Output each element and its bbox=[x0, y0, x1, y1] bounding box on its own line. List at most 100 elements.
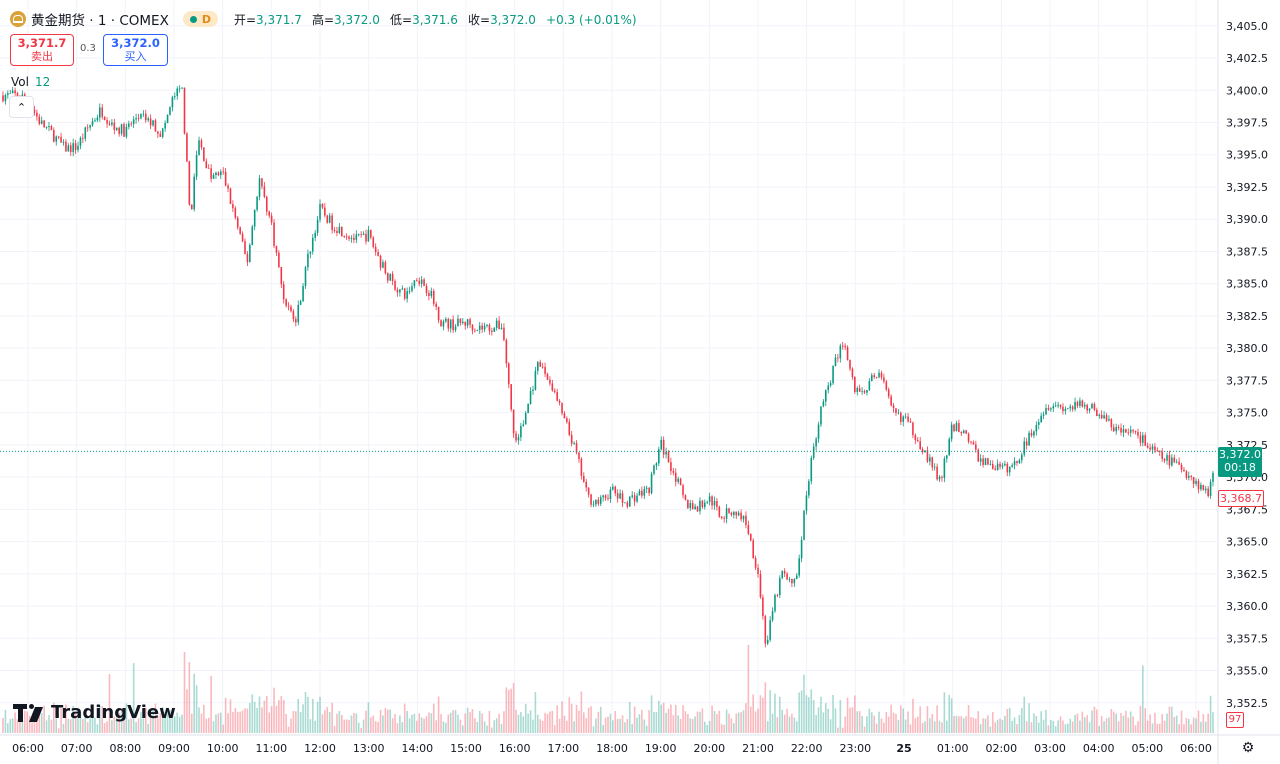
candle-body bbox=[566, 418, 568, 423]
candle-body bbox=[396, 289, 399, 293]
volume-bar bbox=[597, 711, 600, 733]
candle-body bbox=[515, 433, 517, 441]
tradingview-logo-text: TradingView bbox=[51, 702, 176, 723]
candle-body bbox=[1139, 435, 1142, 443]
volume-bar bbox=[563, 715, 566, 733]
volume-bar bbox=[130, 718, 133, 733]
volume-bar bbox=[1001, 719, 1004, 733]
candle-body bbox=[950, 424, 953, 440]
candle-body bbox=[178, 88, 181, 90]
candle-body bbox=[645, 487, 648, 489]
y-tick-label: 3,400.0 bbox=[1226, 84, 1268, 97]
candle-body bbox=[1047, 408, 1050, 410]
volume-bar bbox=[217, 713, 220, 733]
candle-body bbox=[691, 503, 694, 510]
candle-body bbox=[2, 95, 4, 102]
candle-body bbox=[50, 126, 53, 131]
candle-body bbox=[624, 502, 626, 504]
volume-bar bbox=[914, 718, 917, 733]
candle-body bbox=[200, 140, 203, 148]
volume-bar bbox=[793, 717, 796, 733]
candle-body bbox=[829, 383, 832, 386]
volume-bar bbox=[459, 719, 462, 733]
candle-body bbox=[140, 114, 142, 119]
candle-body bbox=[585, 481, 588, 488]
candle-body bbox=[1192, 476, 1195, 484]
volume-bar bbox=[1202, 713, 1205, 733]
volume-legend[interactable]: Vol 12 bbox=[11, 75, 50, 89]
y-tick-label: 3,385.0 bbox=[1226, 278, 1268, 291]
symbol-title[interactable]: 黄金期货 · 1 · COMEX bbox=[31, 13, 169, 29]
candle-body bbox=[1064, 408, 1067, 412]
candle-body bbox=[970, 441, 972, 443]
volume-bar bbox=[77, 718, 79, 733]
volume-bar bbox=[1096, 709, 1098, 733]
candle-body bbox=[933, 466, 936, 468]
candle-body bbox=[53, 130, 55, 142]
collapse-button[interactable]: ⌃ bbox=[9, 96, 34, 118]
volume-bar bbox=[1112, 711, 1115, 733]
volume-bar bbox=[936, 705, 938, 733]
candle-body bbox=[696, 506, 699, 512]
volume-bar bbox=[408, 718, 411, 733]
volume-bar bbox=[96, 724, 99, 733]
volume-bar bbox=[607, 716, 609, 733]
volume-bar bbox=[48, 715, 50, 733]
candle-body bbox=[159, 133, 162, 137]
volume-bar bbox=[495, 718, 498, 733]
volume-bar bbox=[311, 698, 314, 733]
sell-price: 3,371.7 bbox=[17, 36, 67, 50]
volume-bar bbox=[115, 717, 118, 733]
candle-body bbox=[224, 171, 227, 186]
candle-body bbox=[203, 147, 205, 162]
volume-bar bbox=[120, 711, 123, 733]
candle-body bbox=[466, 319, 469, 326]
volume-bar bbox=[624, 722, 626, 733]
y-tick-label: 3,365.0 bbox=[1226, 536, 1268, 549]
candle-body bbox=[885, 381, 888, 390]
candle-body bbox=[701, 500, 704, 508]
volume-bar bbox=[251, 694, 254, 733]
market-status-badge[interactable]: D bbox=[182, 11, 218, 27]
candle-body bbox=[198, 140, 200, 156]
candle-body bbox=[374, 246, 377, 252]
volume-bar bbox=[844, 716, 846, 733]
tradingview-logo[interactable]: TradingView bbox=[13, 702, 176, 723]
volume-bar bbox=[655, 712, 658, 733]
candle-body bbox=[839, 345, 842, 359]
candle-body bbox=[132, 119, 135, 125]
candle-body bbox=[222, 171, 225, 173]
candle-body bbox=[638, 490, 641, 496]
volume-bar bbox=[962, 718, 965, 733]
candle-body bbox=[723, 518, 725, 519]
candle-body bbox=[590, 494, 592, 505]
candle-body bbox=[171, 96, 174, 108]
volume-bar bbox=[820, 696, 822, 733]
volume-bar bbox=[1185, 717, 1188, 733]
candle-body bbox=[307, 253, 309, 268]
candle-body bbox=[452, 319, 454, 331]
bar-countdown: 00:18 bbox=[1224, 461, 1256, 474]
volume-bar bbox=[1166, 713, 1168, 733]
buy-button[interactable]: 3,372.0 买入 bbox=[103, 34, 168, 66]
volume-bar bbox=[1110, 709, 1113, 733]
volume-bar bbox=[887, 716, 890, 733]
volume-bar bbox=[212, 721, 215, 733]
volume-bar bbox=[159, 713, 162, 733]
volume-bar bbox=[1069, 718, 1072, 733]
candle-body bbox=[420, 279, 423, 284]
sell-button[interactable]: 3,371.7 卖出 bbox=[10, 34, 74, 66]
volume-bar bbox=[389, 709, 391, 733]
volume-bar bbox=[1120, 712, 1122, 733]
candle-body bbox=[232, 204, 234, 209]
candle-body bbox=[977, 449, 980, 462]
volume-bar bbox=[1137, 721, 1139, 733]
volume-bar bbox=[186, 689, 188, 733]
candle-body bbox=[546, 373, 549, 380]
settings-gear-icon[interactable]: ⚙ bbox=[1241, 740, 1255, 756]
candle-body bbox=[372, 237, 375, 247]
volume-bar bbox=[1045, 709, 1047, 733]
volume-bar bbox=[684, 711, 687, 733]
volume-bar bbox=[31, 722, 33, 733]
